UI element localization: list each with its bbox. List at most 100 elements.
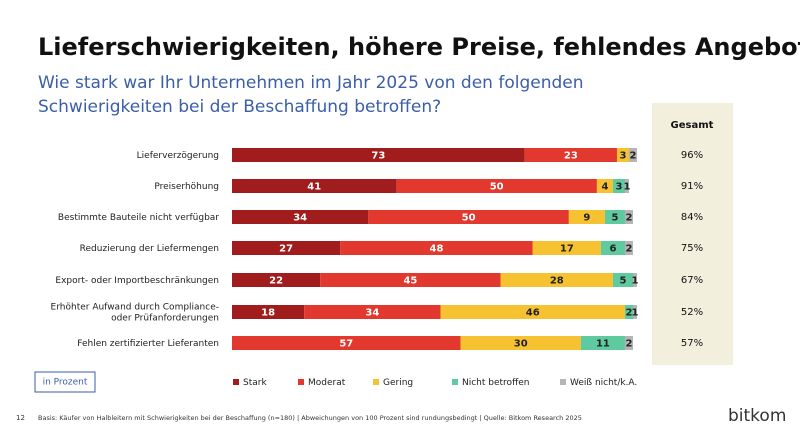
bar-segment <box>304 305 441 319</box>
category-label: Fehlen zertifizierter Lieferanten <box>77 339 219 349</box>
data-label: 11 <box>596 339 610 350</box>
bar-segment <box>633 305 638 319</box>
total-label: 52% <box>681 307 703 318</box>
bar-segment <box>612 179 625 193</box>
total-label: 84% <box>681 212 703 223</box>
category-line: Lieferverzögerung <box>137 151 219 161</box>
bar-segment <box>624 210 633 224</box>
total-title: Gesamt <box>671 120 714 131</box>
category-line: Erhöhter Aufwand durch Compliance- <box>51 302 219 312</box>
bar-segment <box>628 148 638 162</box>
data-label: 6 <box>609 244 616 255</box>
data-label: 4 <box>601 182 608 193</box>
legend-swatch <box>452 379 458 385</box>
legend-swatch <box>298 379 304 385</box>
total-label: 91% <box>681 181 703 192</box>
data-label: 73 <box>371 151 385 162</box>
category-label: Reduzierung der Liefermengen <box>80 244 219 254</box>
category-line: Export- oder Importbeschränkungen <box>55 276 219 286</box>
bar-segment <box>524 148 617 162</box>
bar-segment <box>232 305 305 319</box>
data-label: 41 <box>307 182 321 193</box>
total-label: 96% <box>681 150 703 161</box>
data-label: 34 <box>365 308 379 319</box>
data-label: 9 <box>583 213 590 224</box>
legend-swatch <box>233 379 239 385</box>
data-label: 57 <box>339 339 353 350</box>
bar-segment <box>320 273 501 287</box>
legend-label: Nicht betroffen <box>462 378 530 388</box>
data-label: 27 <box>279 244 293 255</box>
subtitle: Schwierigkeiten bei der Beschaffung betr… <box>38 97 441 117</box>
category-label: Preiserhöhung <box>154 182 219 192</box>
bar-segment <box>600 241 625 255</box>
unit-note: in Prozent <box>43 378 88 388</box>
bar-segment <box>532 241 601 255</box>
data-label: 48 <box>430 244 444 255</box>
bar-segment <box>568 210 605 224</box>
bar-segment <box>616 148 629 162</box>
data-label: 1 <box>632 276 639 287</box>
source-note: Basis: Käufer von Halbleitern mit Schwie… <box>38 414 582 422</box>
category-label: Bestimmte Bauteile nicht verfügbar <box>58 213 219 223</box>
bar-segment <box>604 210 625 224</box>
logo: bitkom <box>728 406 786 426</box>
category-line: Reduzierung der Liefermengen <box>80 244 219 254</box>
chart-title: Lieferschwierigkeiten, höhere Preise, fe… <box>38 33 800 61</box>
total-label: 75% <box>681 243 703 254</box>
bar-segment <box>596 179 613 193</box>
data-label: 1 <box>624 182 631 193</box>
data-label: 18 <box>261 308 275 319</box>
total-panel <box>652 103 733 365</box>
bar-segment <box>624 179 629 193</box>
bar-segment <box>340 241 533 255</box>
unit-box <box>34 371 96 393</box>
data-label: 17 <box>560 244 574 255</box>
legend-label: Gering <box>383 378 413 388</box>
data-label: 2 <box>626 213 633 224</box>
legend-label: Stark <box>243 378 267 388</box>
data-label: 5 <box>619 276 626 287</box>
bar-segment <box>500 273 613 287</box>
legend-label: Moderat <box>308 378 346 388</box>
category-label: Erhöhter Aufwand durch Compliance-oder P… <box>51 302 219 323</box>
bar-segment <box>612 273 633 287</box>
category-line: Fehlen zertifizierter Lieferanten <box>77 339 219 349</box>
bar-segment <box>368 210 569 224</box>
total-label: 67% <box>681 275 703 286</box>
bar-segment <box>396 179 597 193</box>
data-label: 45 <box>403 276 417 287</box>
category-line: oder Prüfanforderungen <box>111 313 219 323</box>
data-label: 23 <box>564 151 578 162</box>
bar-segment <box>232 210 369 224</box>
data-label: 3 <box>615 182 622 193</box>
subtitle: Wie stark war Ihr Unternehmen im Jahr 20… <box>38 73 584 93</box>
bar-segment <box>580 336 625 350</box>
data-label: 50 <box>462 213 476 224</box>
category-label: Export- oder Importbeschränkungen <box>55 276 219 286</box>
legend-swatch <box>373 379 379 385</box>
bar-segment <box>232 241 341 255</box>
total-label: 57% <box>681 338 703 349</box>
data-label: 30 <box>514 339 528 350</box>
bar-segment <box>624 336 633 350</box>
bar-segment <box>232 273 321 287</box>
data-label: 2 <box>626 308 633 319</box>
data-label: 34 <box>293 213 307 224</box>
data-label: 2 <box>626 339 633 350</box>
bar-segment <box>440 305 625 319</box>
data-label: 5 <box>611 213 618 224</box>
category-line: Preiserhöhung <box>154 182 219 192</box>
data-label: 2 <box>630 151 637 162</box>
bar-segment <box>232 148 525 162</box>
bar-segment <box>624 241 633 255</box>
data-label: 22 <box>269 276 283 287</box>
data-label: 1 <box>632 308 639 319</box>
data-label: 50 <box>490 182 504 193</box>
data-label: 2 <box>626 244 633 255</box>
legend-swatch <box>560 379 566 385</box>
data-label: 46 <box>526 308 540 319</box>
bar-segment <box>232 179 397 193</box>
bar-segment <box>232 336 461 350</box>
